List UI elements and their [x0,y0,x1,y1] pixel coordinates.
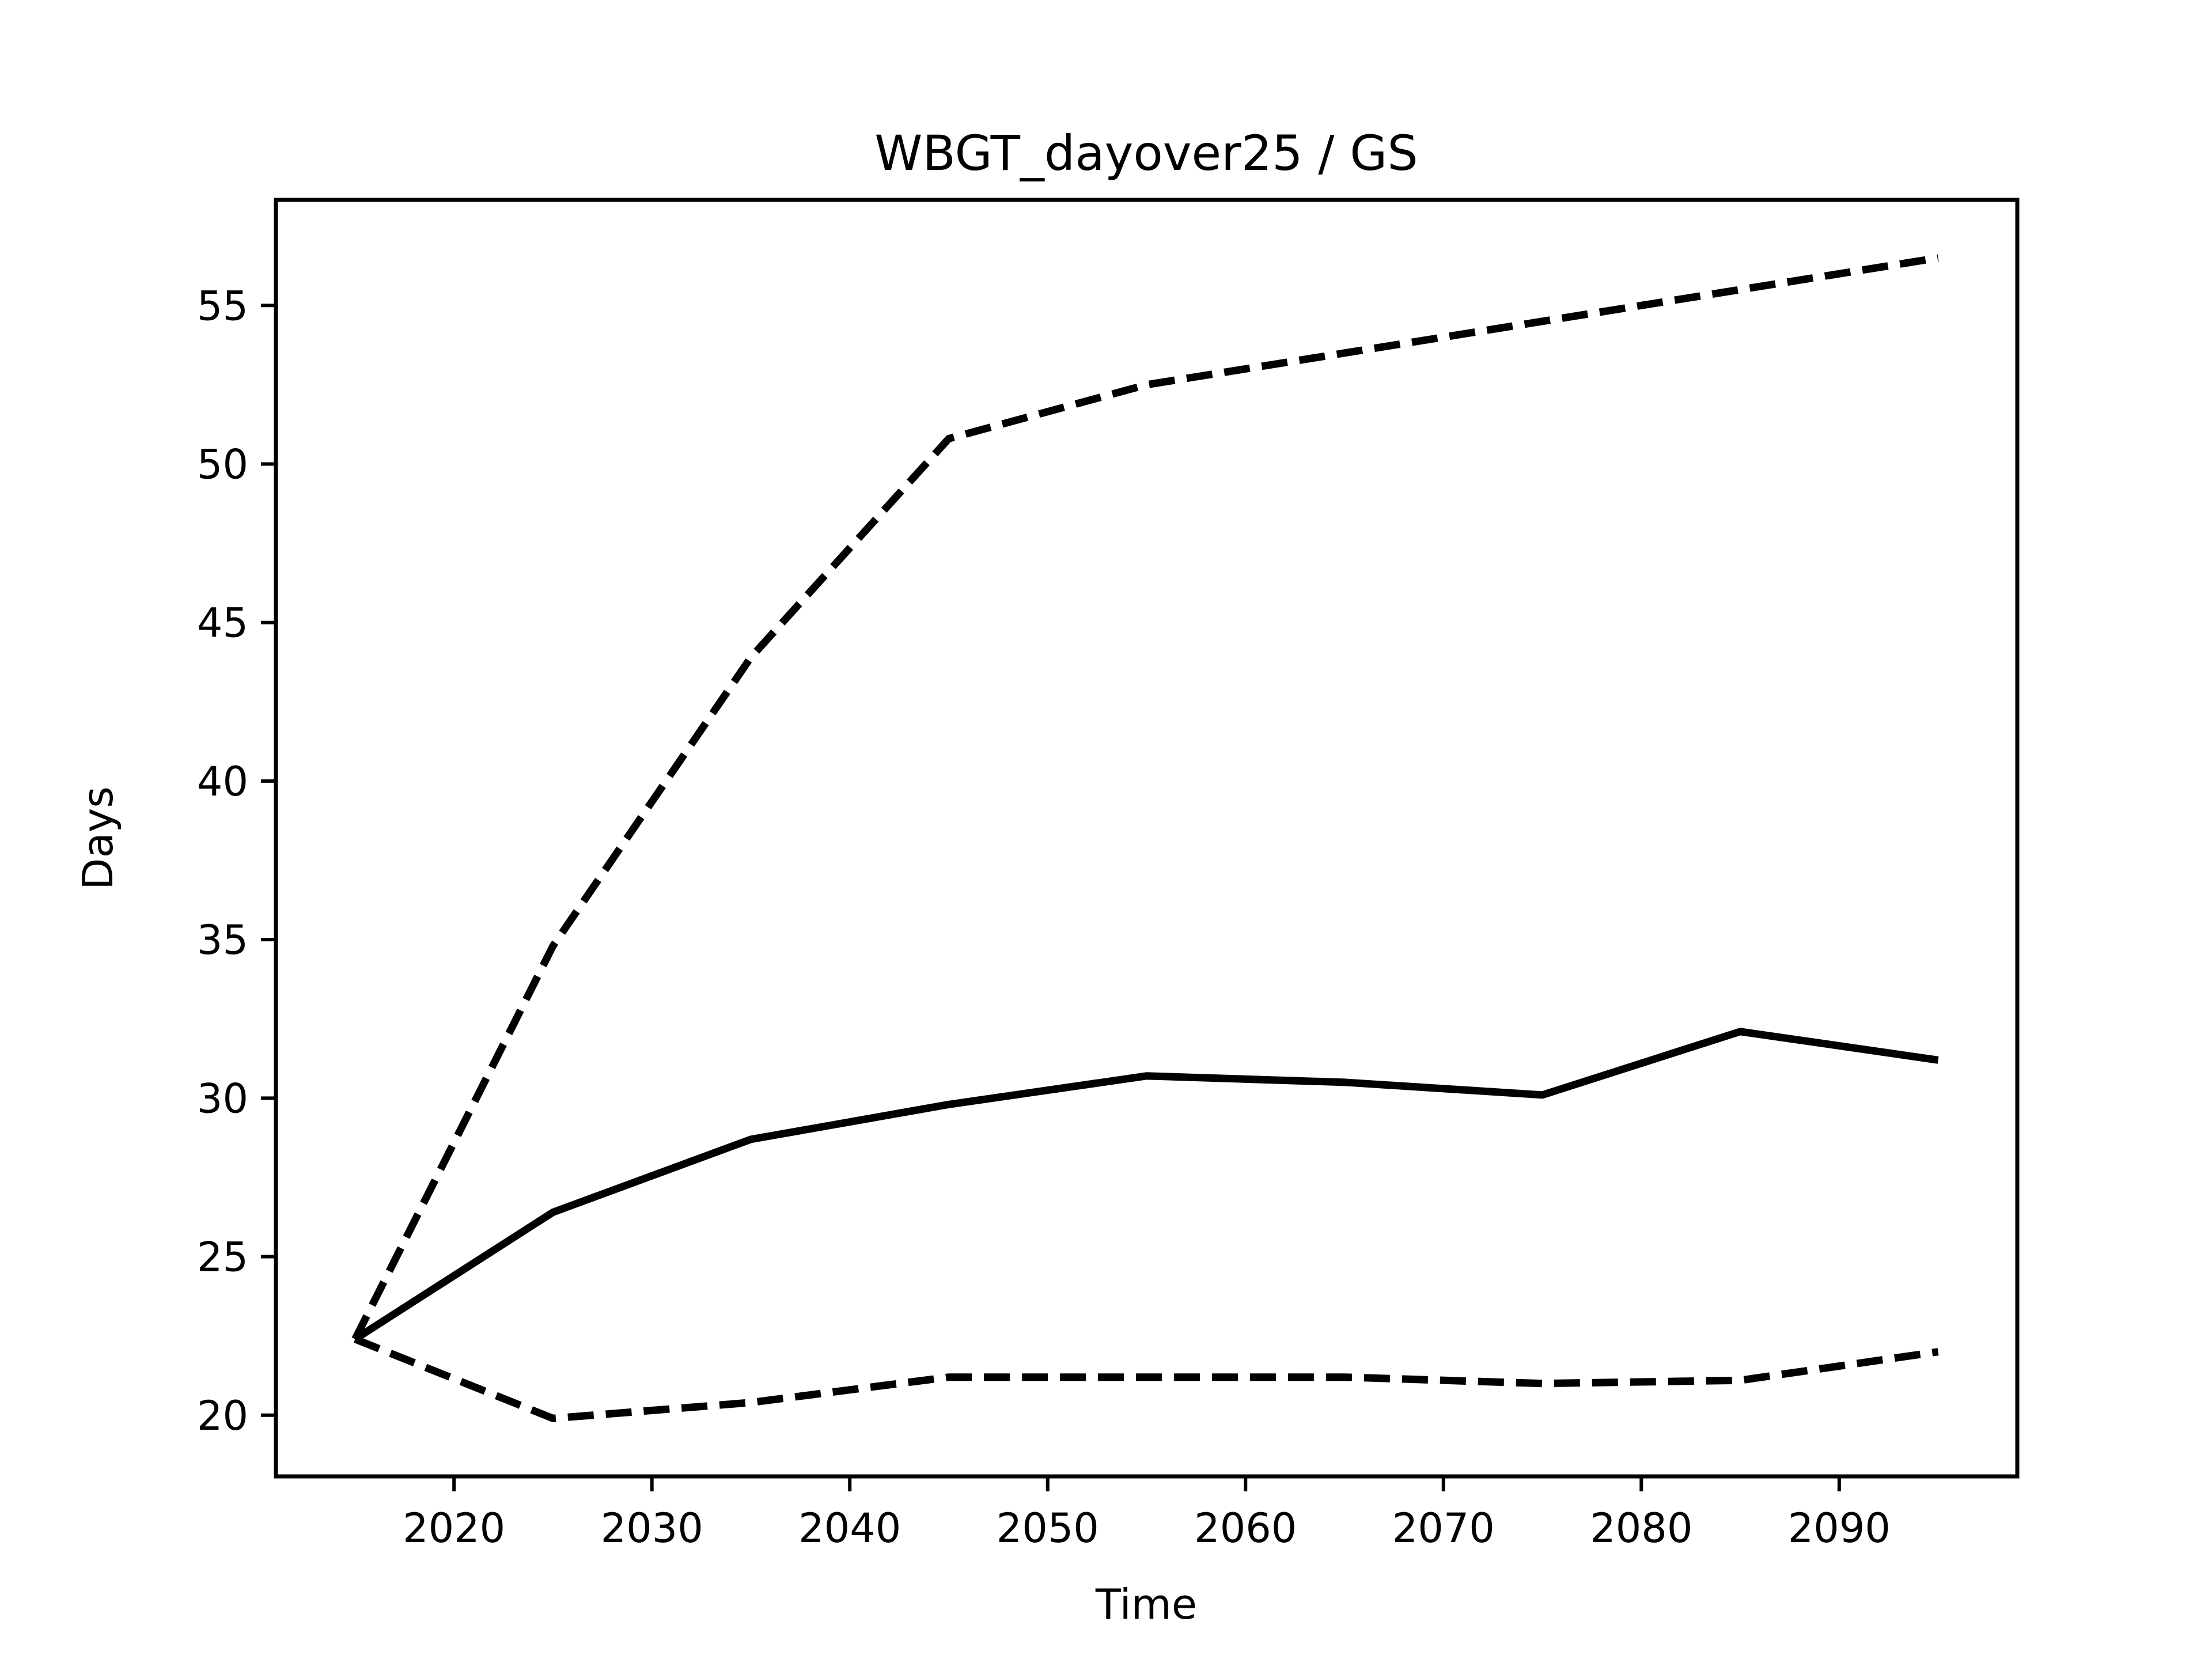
data-series [351,254,1939,1422]
series-line-central-solid [353,1028,1939,1343]
x-tick-label: 2090 [1788,1505,1891,1552]
x-axis-label: Time [1095,1580,1197,1628]
y-tick-label: 20 [197,1392,248,1440]
series-line-lower-bound-dashed [353,1335,1939,1422]
x-tick-label: 2020 [403,1505,505,1552]
x-tick-label: 2050 [997,1505,1099,1552]
y-tick-label: 55 [197,282,248,329]
y-tick-label: 35 [197,916,248,964]
series-line-upper-bound-dashed [351,254,1939,1341]
y-tick-label: 25 [197,1234,248,1281]
x-axis-ticks: 2020 2030 2040 2050 2060 2070 2080 2090 [403,1476,1891,1552]
y-axis-ticks: 20 25 30 35 40 45 50 55 [197,282,276,1440]
y-tick-label: 40 [197,758,248,805]
plot-frame [274,198,2020,1479]
y-tick-label: 45 [197,600,248,647]
y-tick-label: 50 [197,441,248,488]
x-tick-label: 2080 [1590,1505,1692,1552]
x-tick-label: 2040 [798,1505,901,1552]
y-tick-label: 30 [197,1075,248,1122]
x-tick-label: 2030 [601,1505,703,1552]
y-axis-label: Days [74,786,122,890]
x-tick-label: 2060 [1194,1505,1297,1552]
x-tick-label: 2070 [1392,1505,1495,1552]
chart-title: WBGT_dayover25 / GS [874,125,1418,181]
